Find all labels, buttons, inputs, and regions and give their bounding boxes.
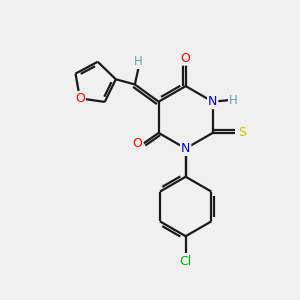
Text: N: N	[181, 142, 190, 155]
Text: O: O	[75, 92, 85, 105]
Text: H: H	[134, 55, 143, 68]
Text: O: O	[181, 52, 190, 65]
Text: Cl: Cl	[179, 255, 192, 268]
Text: H: H	[229, 94, 238, 107]
Text: N: N	[208, 95, 218, 108]
Text: O: O	[132, 137, 142, 150]
Text: S: S	[238, 126, 246, 140]
